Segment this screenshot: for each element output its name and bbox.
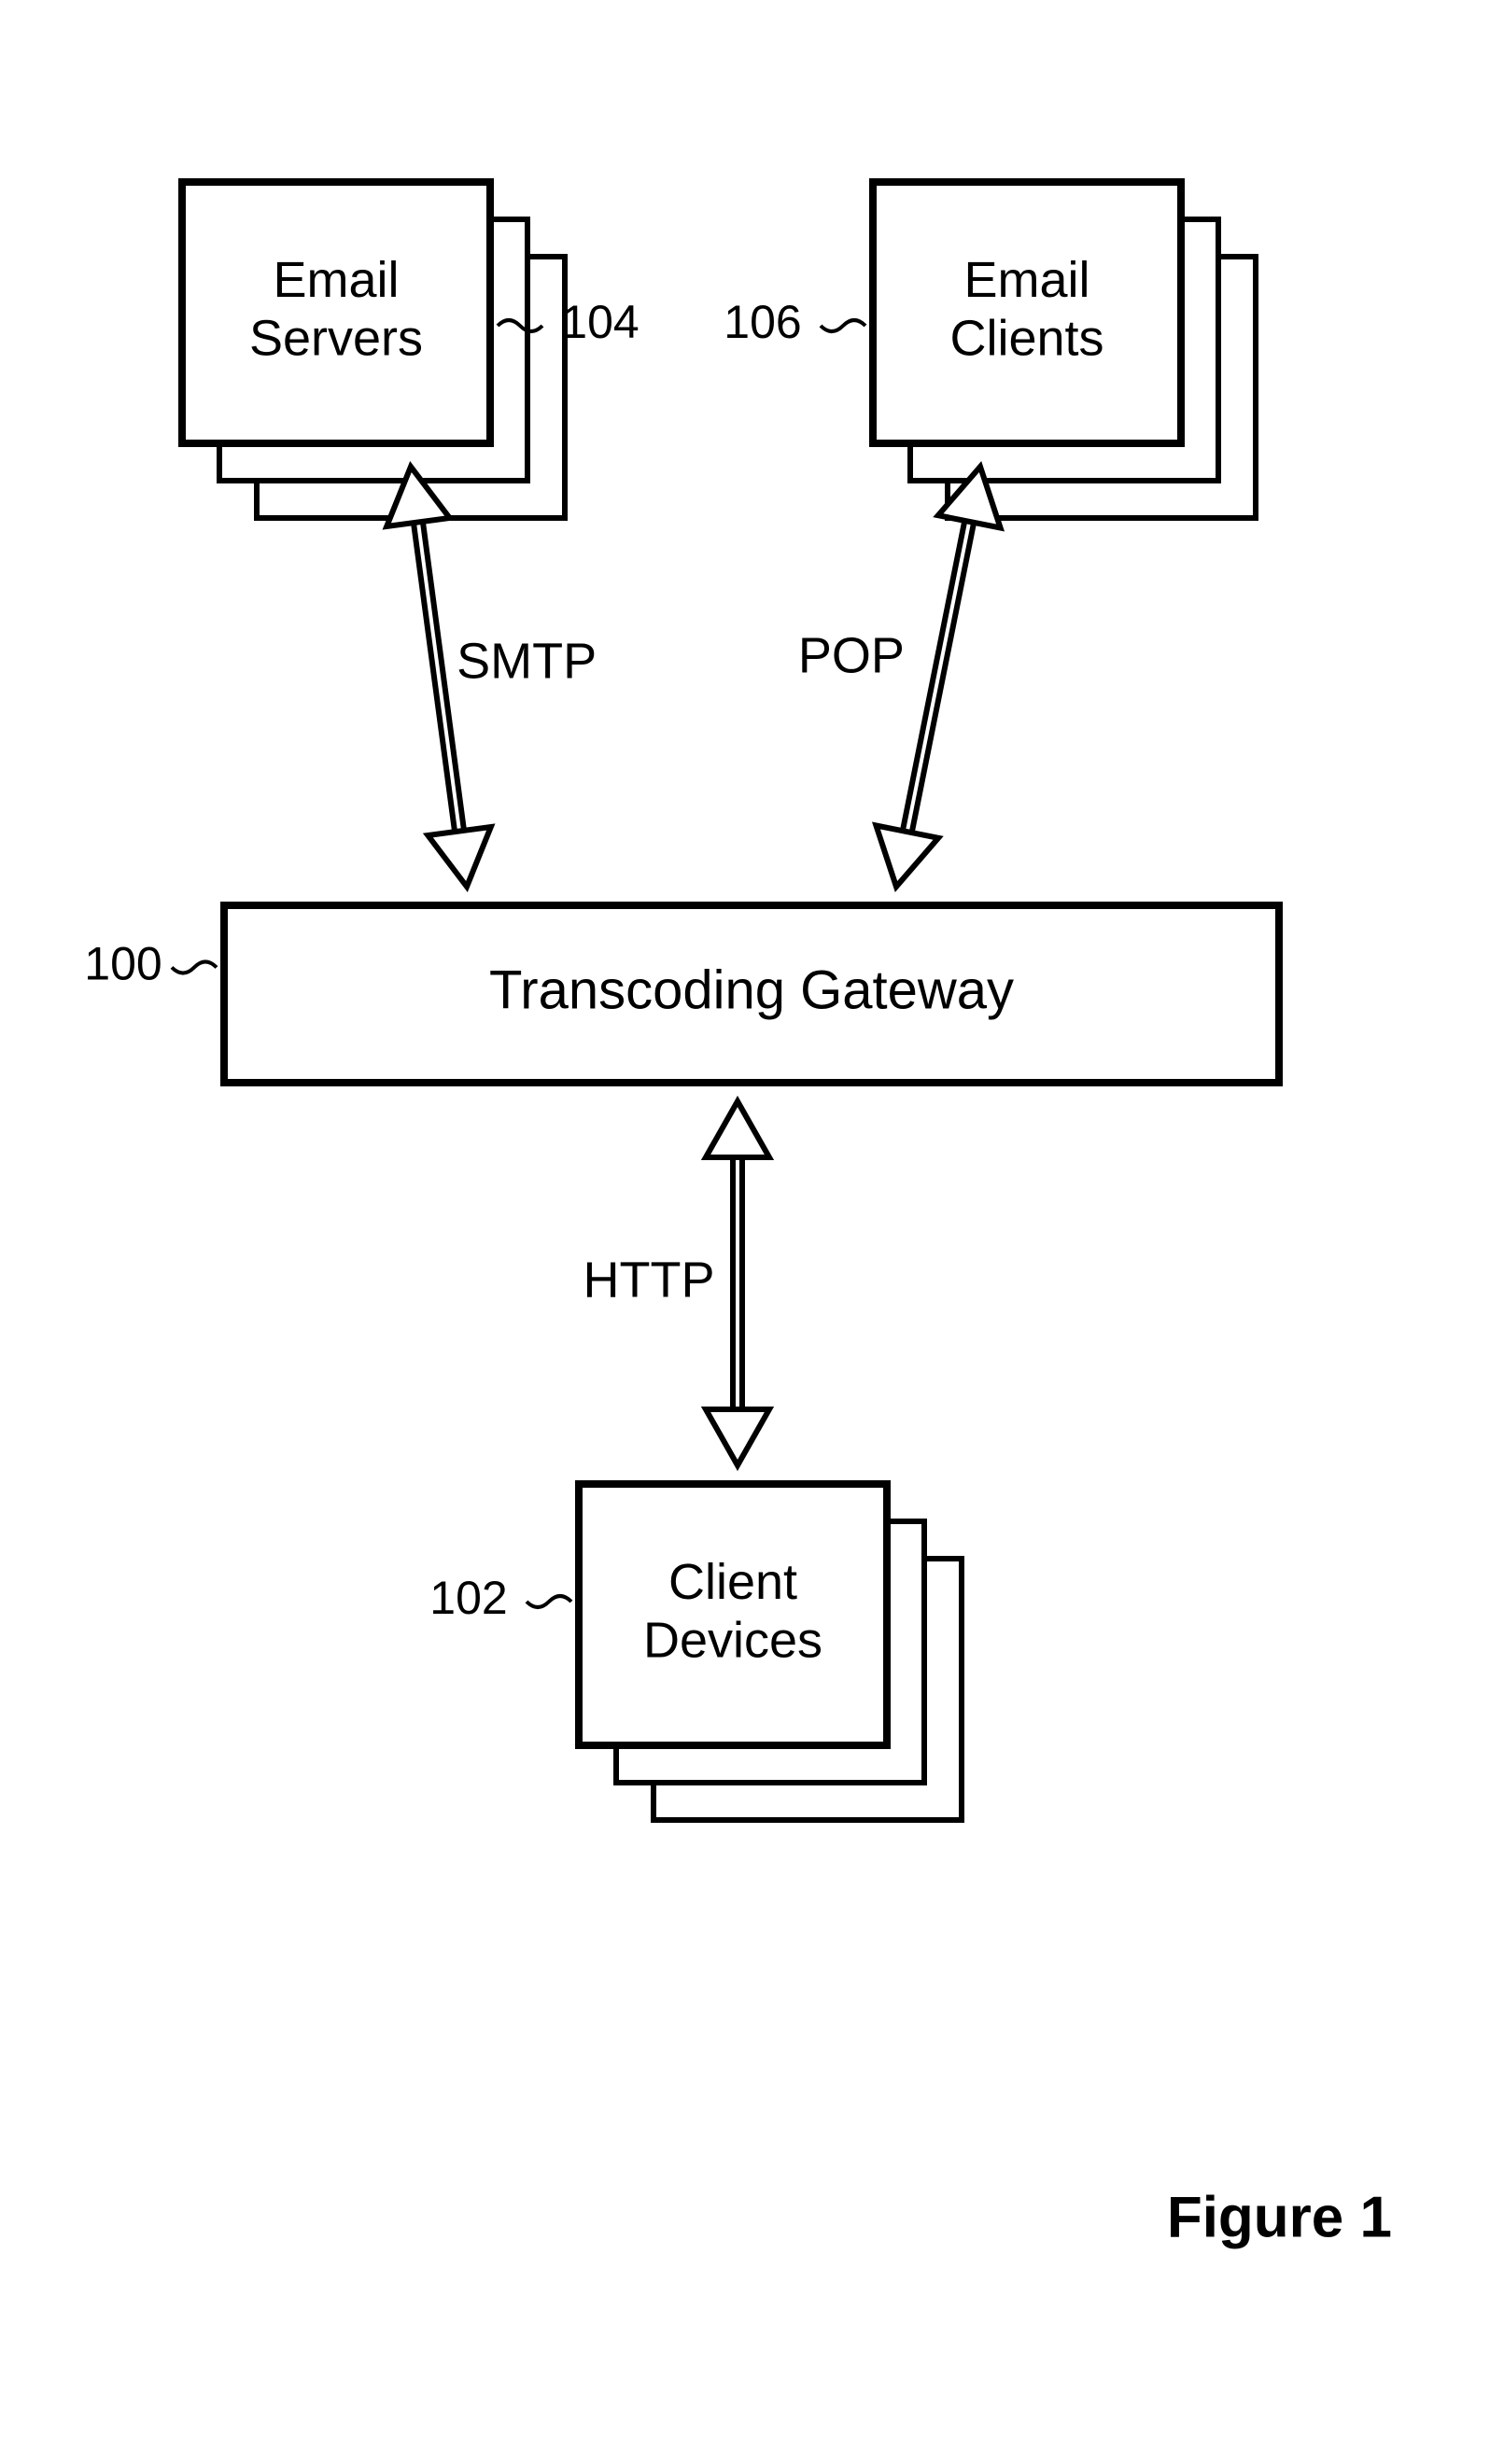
- email-clients-label-line-0: Email: [963, 252, 1089, 308]
- arrow-smtp: SMTP: [387, 467, 597, 887]
- ref-lead: [821, 320, 865, 331]
- ref-104: 104: [561, 296, 639, 348]
- arrow-head: [706, 1409, 769, 1465]
- email-servers-label-line-1: Servers: [249, 310, 423, 366]
- ref-102: 102: [429, 1572, 507, 1624]
- client-devices-label-line-0: Client: [668, 1554, 797, 1610]
- arrow-pop: POP: [798, 467, 1001, 887]
- figure-caption: Figure 1: [1167, 2185, 1392, 2249]
- arrow-http: HTTP: [583, 1101, 770, 1465]
- arrow-shaft: [903, 521, 964, 831]
- email-clients: EmailClients: [873, 182, 1256, 518]
- client-devices-label-line-1: Devices: [643, 1612, 822, 1668]
- arrow-shaft: [414, 523, 455, 832]
- arrow-head: [706, 1101, 769, 1157]
- ref-100: 100: [84, 938, 162, 990]
- email-servers-label-line-0: Email: [273, 252, 399, 308]
- ref-lead: [172, 962, 217, 973]
- email-servers: EmailServers: [182, 182, 565, 518]
- email-clients-label-line-1: Clients: [949, 310, 1103, 366]
- ref-106: 106: [724, 296, 801, 348]
- client-devices: ClientDevices: [579, 1484, 962, 1820]
- arrow-head: [428, 827, 490, 887]
- transcoding-gateway: Transcoding Gateway: [224, 905, 1279, 1083]
- arrow-label-smtp: SMTP: [457, 634, 597, 690]
- arrow-label-pop: POP: [798, 628, 905, 684]
- gateway-label: Transcoding Gateway: [489, 959, 1014, 1020]
- arrow-label-http: HTTP: [583, 1252, 715, 1308]
- ref-lead: [527, 1596, 571, 1607]
- arrow-shaft: [912, 523, 974, 833]
- arrow-head: [876, 825, 938, 887]
